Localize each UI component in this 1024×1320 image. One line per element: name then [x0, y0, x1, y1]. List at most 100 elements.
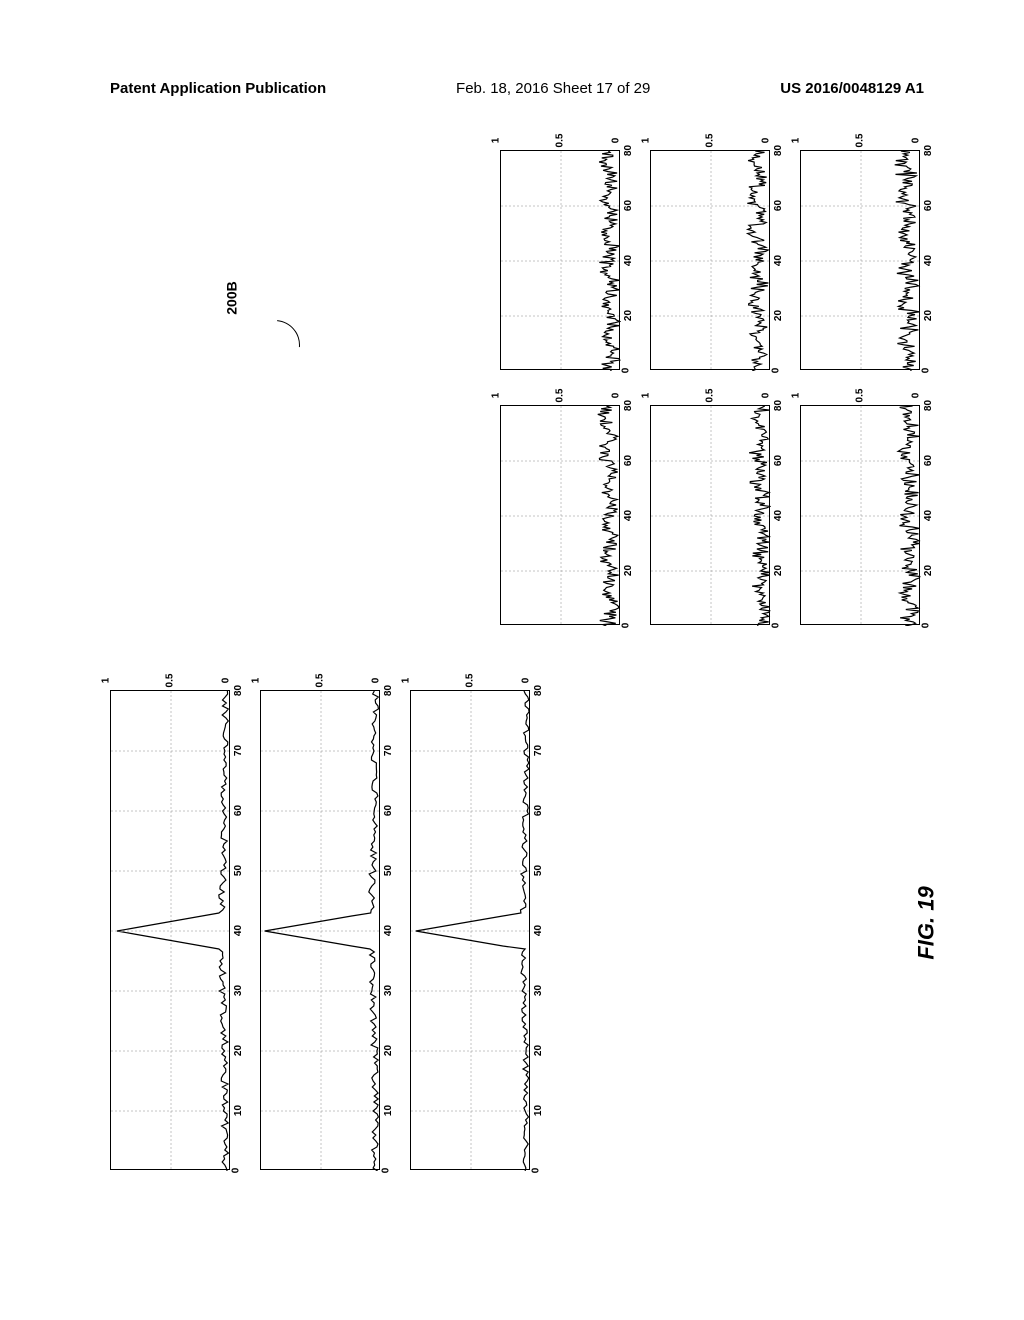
figure-caption: FIG. 19 — [914, 886, 940, 959]
header-right: US 2016/0048129 A1 — [780, 80, 924, 97]
y-tick-label: 1 — [250, 678, 261, 684]
x-tick-label: 20 — [623, 310, 634, 321]
x-tick-label: 80 — [383, 685, 394, 696]
x-tick-label: 0 — [920, 623, 931, 629]
panel-b-2: 00.51020406080 — [650, 405, 770, 625]
x-tick-label: 60 — [773, 200, 784, 211]
x-tick-label: 60 — [923, 455, 934, 466]
y-tick-label: 0 — [610, 138, 621, 144]
x-tick-label: 0 — [530, 1168, 541, 1174]
x-tick-label: 40 — [923, 255, 934, 266]
y-tick-label: 0.5 — [854, 134, 865, 148]
x-tick-label: 40 — [383, 925, 394, 936]
x-tick-label: 40 — [623, 255, 634, 266]
x-tick-label: 20 — [233, 1045, 244, 1056]
x-tick-label: 80 — [623, 400, 634, 411]
y-tick-label: 0 — [760, 393, 771, 399]
x-tick-label: 20 — [623, 565, 634, 576]
y-tick-label: 0 — [910, 393, 921, 399]
x-tick-label: 20 — [533, 1045, 544, 1056]
y-tick-label: 0 — [520, 678, 531, 684]
panel-c-3: 00.51020406080 — [800, 150, 920, 370]
x-tick-label: 0 — [770, 623, 781, 629]
y-tick-label: 0 — [220, 678, 231, 684]
x-tick-label: 30 — [533, 985, 544, 996]
x-tick-label: 30 — [233, 985, 244, 996]
x-tick-label: 0 — [620, 623, 631, 629]
x-tick-label: 60 — [383, 805, 394, 816]
panel-c-2: 00.51020406080 — [650, 150, 770, 370]
x-tick-label: 10 — [383, 1105, 394, 1116]
x-tick-label: 10 — [233, 1105, 244, 1116]
x-tick-label: 60 — [233, 805, 244, 816]
y-tick-label: 0 — [610, 393, 621, 399]
x-tick-label: 60 — [773, 455, 784, 466]
y-tick-label: 1 — [490, 138, 501, 144]
x-tick-label: 10 — [533, 1105, 544, 1116]
x-tick-label: 50 — [533, 865, 544, 876]
y-tick-label: 0.5 — [464, 674, 475, 688]
y-tick-label: 1 — [490, 393, 501, 399]
x-tick-label: 0 — [380, 1168, 391, 1174]
x-tick-label: 0 — [230, 1168, 241, 1174]
y-tick-label: 1 — [640, 393, 651, 399]
y-tick-label: 1 — [640, 138, 651, 144]
x-tick-label: 80 — [623, 145, 634, 156]
y-tick-label: 0 — [760, 138, 771, 144]
y-tick-label: 0.5 — [554, 134, 565, 148]
x-tick-label: 60 — [623, 455, 634, 466]
x-tick-label: 30 — [383, 985, 394, 996]
x-tick-label: 80 — [533, 685, 544, 696]
x-tick-label: 80 — [923, 400, 934, 411]
x-tick-label: 40 — [773, 255, 784, 266]
x-tick-label: 50 — [233, 865, 244, 876]
y-tick-label: 1 — [100, 678, 111, 684]
reference-numeral: 200B — [224, 281, 240, 314]
y-tick-label: 1 — [400, 678, 411, 684]
x-tick-label: 80 — [233, 685, 244, 696]
y-tick-label: 0 — [370, 678, 381, 684]
x-tick-label: 60 — [533, 805, 544, 816]
panel-b-3: 00.51020406080 — [800, 405, 920, 625]
header-center: Feb. 18, 2016 Sheet 17 of 29 — [456, 80, 650, 97]
x-tick-label: 70 — [383, 745, 394, 756]
x-tick-label: 80 — [773, 145, 784, 156]
x-tick-label: 0 — [920, 368, 931, 374]
y-tick-label: 0.5 — [854, 389, 865, 403]
header-left: Patent Application Publication — [110, 80, 326, 97]
x-tick-label: 0 — [770, 368, 781, 374]
x-tick-label: 20 — [923, 565, 934, 576]
panel-a-3: 00.5101020304050607080 — [410, 690, 530, 1170]
x-tick-label: 50 — [383, 865, 394, 876]
x-tick-label: 40 — [923, 510, 934, 521]
y-tick-label: 0.5 — [704, 389, 715, 403]
y-tick-label: 0.5 — [164, 674, 175, 688]
panel-b-1: 00.51020406080 — [500, 405, 620, 625]
x-tick-label: 40 — [623, 510, 634, 521]
x-tick-label: 70 — [233, 745, 244, 756]
x-tick-label: 40 — [233, 925, 244, 936]
page-header: Patent Application Publication Feb. 18, … — [0, 80, 1024, 97]
x-tick-label: 70 — [533, 745, 544, 756]
x-tick-label: 40 — [773, 510, 784, 521]
x-tick-label: 80 — [923, 145, 934, 156]
y-tick-label: 0.5 — [554, 389, 565, 403]
y-tick-label: 1 — [790, 393, 801, 399]
x-tick-label: 20 — [773, 310, 784, 321]
x-tick-label: 0 — [620, 368, 631, 374]
y-tick-label: 0 — [910, 138, 921, 144]
y-tick-label: 0.5 — [314, 674, 325, 688]
x-tick-label: 80 — [773, 400, 784, 411]
reference-arc — [240, 310, 310, 380]
figure-200b: 200B 00.510102030405060708000.5101020304… — [50, 130, 970, 1190]
x-tick-label: 20 — [383, 1045, 394, 1056]
y-tick-label: 1 — [790, 138, 801, 144]
panel-c-1: 00.51020406080 — [500, 150, 620, 370]
x-tick-label: 60 — [923, 200, 934, 211]
panel-a-2: 00.5101020304050607080 — [260, 690, 380, 1170]
x-tick-label: 20 — [773, 565, 784, 576]
panel-a-1: 00.5101020304050607080 — [110, 690, 230, 1170]
x-tick-label: 60 — [623, 200, 634, 211]
x-tick-label: 40 — [533, 925, 544, 936]
x-tick-label: 20 — [923, 310, 934, 321]
